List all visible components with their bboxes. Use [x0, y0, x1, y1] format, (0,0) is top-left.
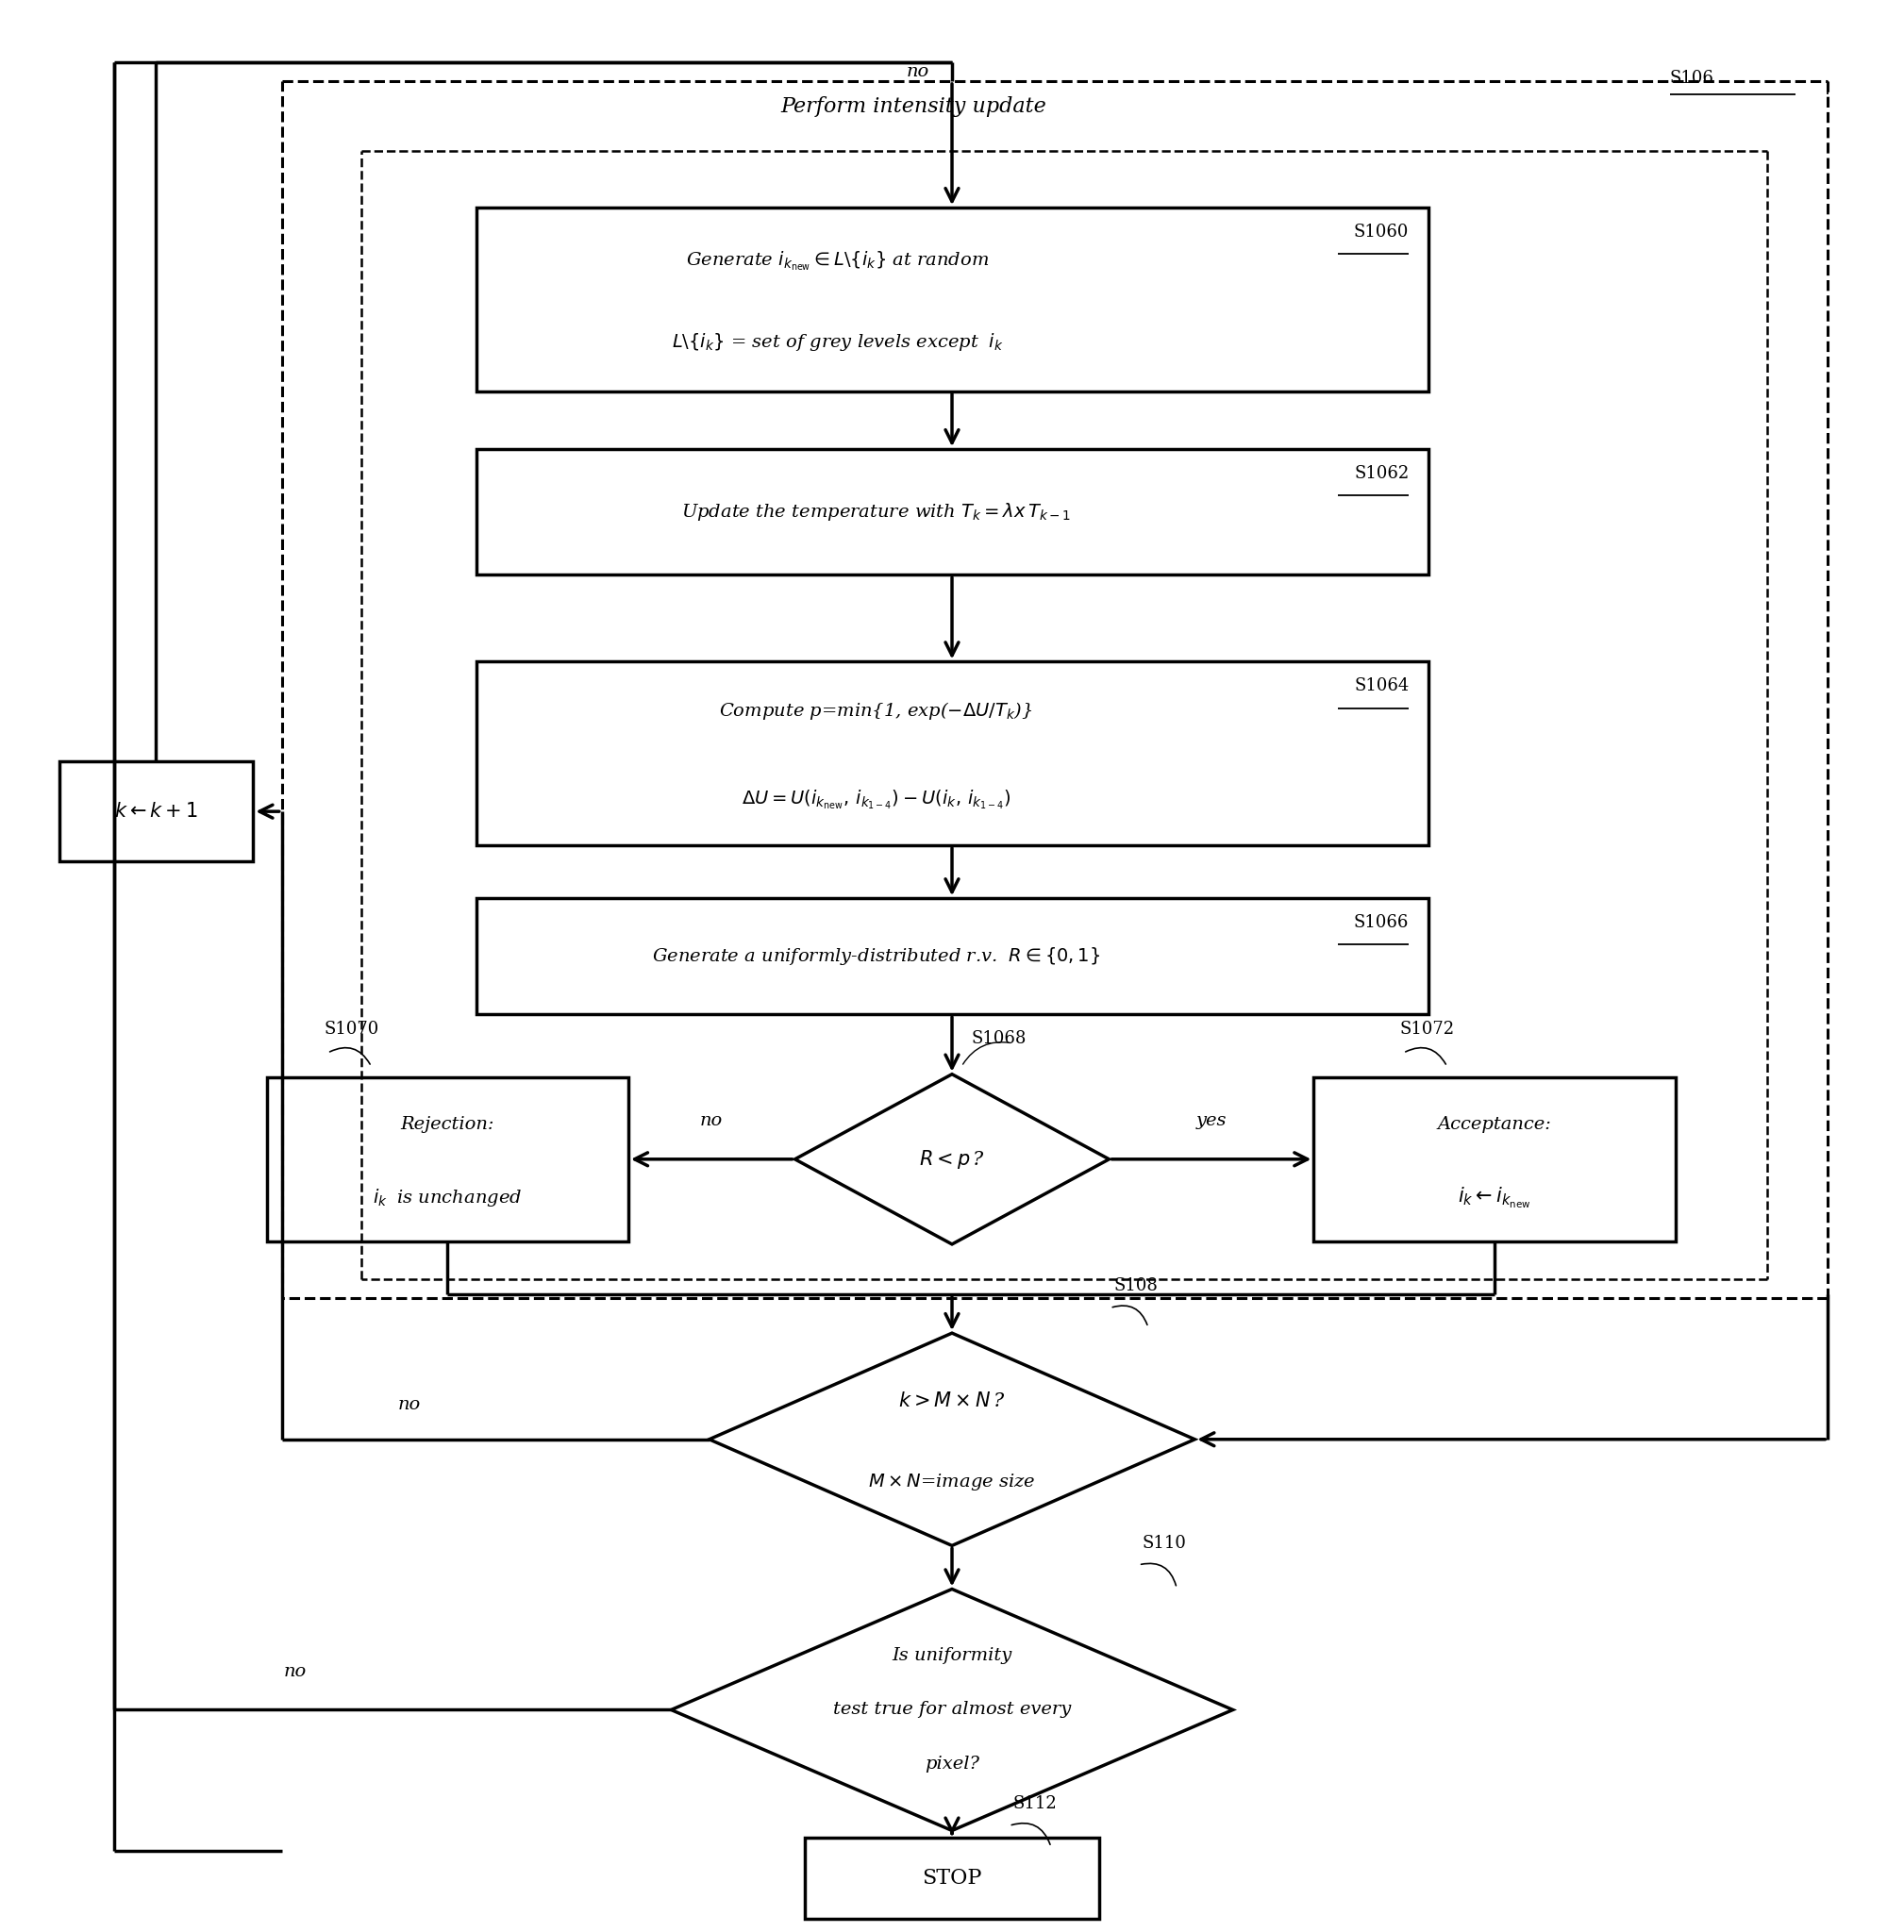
Text: Acceptance:: Acceptance:	[1438, 1117, 1552, 1132]
Text: $i_k\;$ is unchanged: $i_k\;$ is unchanged	[373, 1186, 522, 1209]
Text: Rejection:: Rejection:	[400, 1117, 495, 1132]
FancyBboxPatch shape	[1314, 1076, 1676, 1240]
Text: $M\times N$=image size: $M\times N$=image size	[868, 1472, 1036, 1492]
Text: STOP: STOP	[922, 1868, 982, 1888]
FancyBboxPatch shape	[476, 661, 1428, 846]
Text: Generate a uniformly-distributed r.v.  $R\in\{0,1\}$: Generate a uniformly-distributed r.v. $R…	[651, 945, 1101, 968]
Text: no: no	[701, 1113, 724, 1128]
Text: S110: S110	[1142, 1534, 1186, 1551]
Text: no: no	[398, 1397, 421, 1412]
Text: yes: yes	[1196, 1113, 1226, 1128]
Text: test true for almost every: test true for almost every	[834, 1702, 1070, 1718]
Text: no: no	[906, 64, 929, 79]
Text: Compute p=min{1, exp($-\Delta U/T_k$)}: Compute p=min{1, exp($-\Delta U/T_k$)}	[720, 699, 1032, 723]
Polygon shape	[796, 1074, 1108, 1244]
Text: S112: S112	[1013, 1795, 1057, 1812]
Text: $R<p\,$?: $R<p\,$?	[920, 1148, 984, 1171]
FancyBboxPatch shape	[476, 448, 1428, 576]
Text: $k>M\times N\,$?: $k>M\times N\,$?	[899, 1391, 1005, 1410]
Text: no: no	[284, 1663, 307, 1679]
Text: S1060: S1060	[1354, 224, 1409, 240]
Text: Perform intensity update: Perform intensity update	[781, 97, 1047, 116]
Text: S1062: S1062	[1354, 466, 1409, 481]
Text: Is uniformity: Is uniformity	[891, 1648, 1013, 1663]
Text: S108: S108	[1114, 1277, 1158, 1294]
Text: pixel?: pixel?	[925, 1756, 979, 1772]
Polygon shape	[708, 1333, 1196, 1546]
Text: S106: S106	[1670, 70, 1714, 87]
FancyBboxPatch shape	[476, 209, 1428, 390]
FancyBboxPatch shape	[476, 898, 1428, 1014]
Text: S1064: S1064	[1354, 678, 1409, 694]
Text: $L\backslash\{i_k\}$ = set of grey levels except $\;i_k$: $L\backslash\{i_k\}$ = set of grey level…	[672, 330, 1003, 354]
Text: S1072: S1072	[1399, 1020, 1455, 1037]
Text: $k\leftarrow k+1$: $k\leftarrow k+1$	[114, 802, 198, 821]
Polygon shape	[670, 1588, 1234, 1832]
Text: S1066: S1066	[1354, 914, 1409, 931]
FancyBboxPatch shape	[59, 761, 253, 862]
Text: $i_k \leftarrow i_{k_{\mathrm{new}}}$: $i_k \leftarrow i_{k_{\mathrm{new}}}$	[1458, 1186, 1531, 1209]
FancyBboxPatch shape	[267, 1076, 628, 1240]
Text: S1068: S1068	[971, 1030, 1026, 1047]
Text: Generate $i_{k_{\mathrm{new}}} \in L\backslash\{i_k\}$ at random: Generate $i_{k_{\mathrm{new}}} \in L\bac…	[685, 249, 990, 272]
Text: $\Delta U=U(i_{k_{\mathrm{new}}},\,i_{k_{1-4}})-U(i_k,\,i_{k_{1-4}})$: $\Delta U=U(i_{k_{\mathrm{new}}},\,i_{k_…	[741, 788, 1011, 811]
FancyBboxPatch shape	[803, 1837, 1101, 1918]
Text: S1070: S1070	[324, 1020, 379, 1037]
Text: Update the temperature with $T_k=\lambda x\,T_{k-1}$: Update the temperature with $T_k=\lambda…	[682, 500, 1070, 524]
